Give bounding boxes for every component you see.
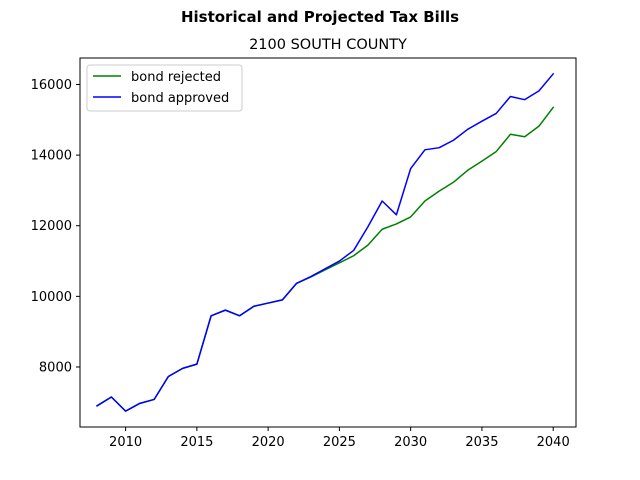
y-tick-label: 12000	[31, 219, 72, 234]
y-tick-label: 10000	[31, 290, 72, 305]
series-lines	[96, 72, 555, 412]
chart-title: 2100 SOUTH COUNTY	[249, 37, 407, 53]
x-tick-label: 2035	[465, 435, 498, 450]
x-tick-label: 2010	[109, 435, 142, 450]
legend: bond rejected bond approved	[86, 64, 243, 112]
y-axis: 8000 10000 12000 14000 16000	[31, 78, 80, 375]
chart-suptitle: Historical and Projected Tax Bills	[181, 8, 459, 26]
series-line-bond-approved	[96, 72, 555, 412]
y-tick-label: 8000	[39, 360, 72, 375]
x-tick-label: 2025	[323, 435, 356, 450]
y-tick-label: 14000	[31, 149, 72, 164]
x-tick-label: 2015	[180, 435, 213, 450]
y-tick-label: 16000	[31, 78, 72, 93]
x-axis: 2010 2015 2020 2025 2030 2035 2040	[109, 427, 570, 450]
legend-label-bond-approved: bond approved	[131, 91, 229, 106]
x-tick-label: 2040	[537, 435, 570, 450]
x-tick-label: 2030	[394, 435, 427, 450]
axes-frame	[79, 57, 577, 428]
x-tick-label: 2020	[252, 435, 285, 450]
legend-box	[86, 64, 243, 112]
legend-label-bond-rejected: bond rejected	[131, 70, 221, 85]
